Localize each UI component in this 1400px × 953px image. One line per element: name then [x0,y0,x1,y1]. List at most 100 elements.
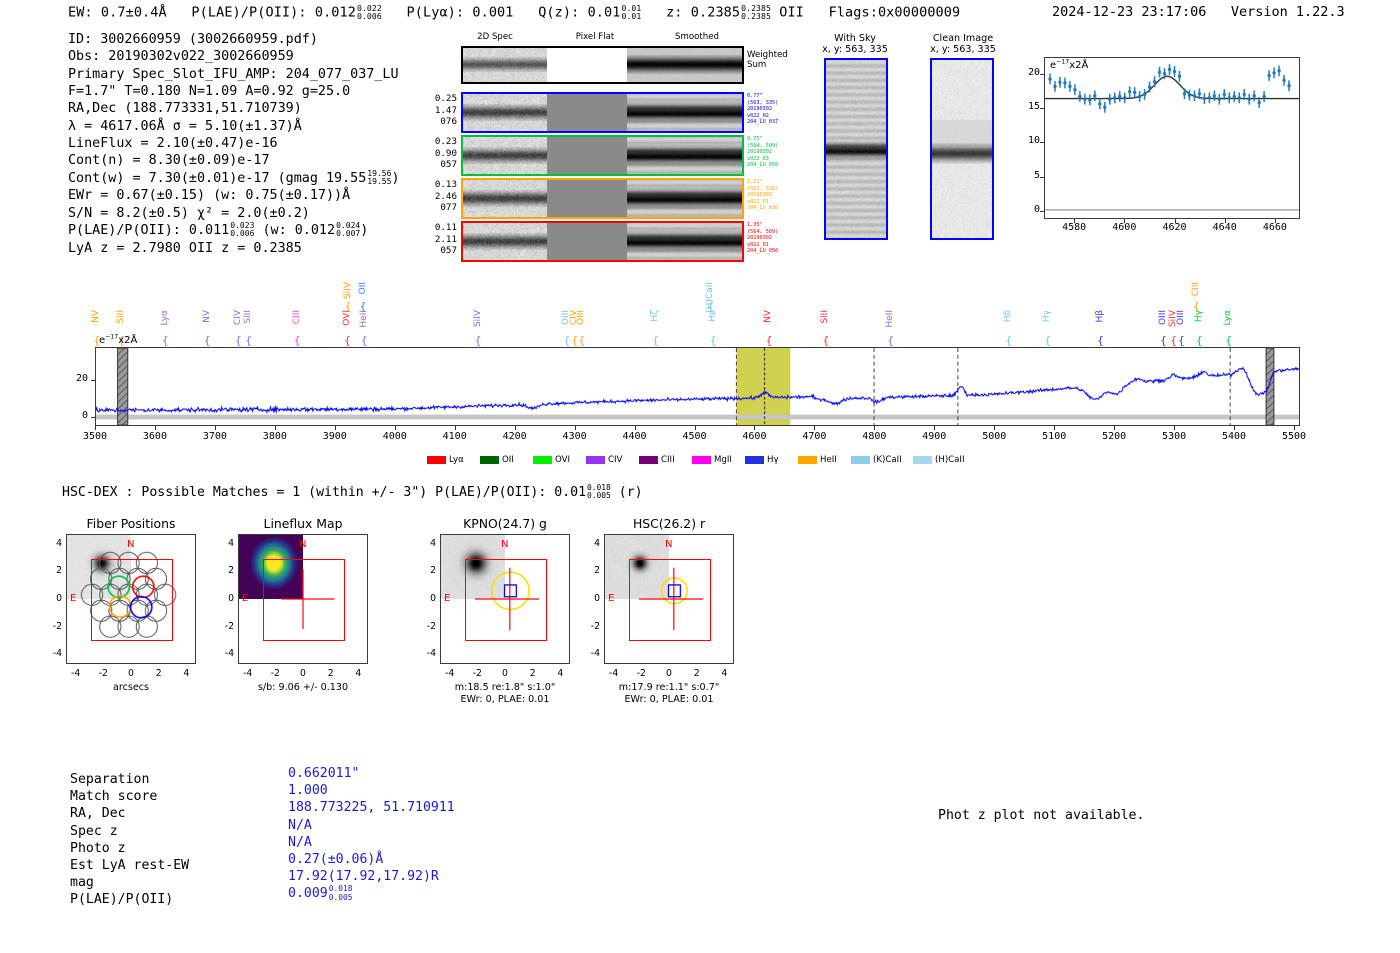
match-table-value: 17.92(17.92,17.92)R [288,869,439,885]
photz-note: Phot z plot not available. [938,808,1145,823]
emission-line-brace: { [93,334,101,347]
fiber-smoothed-3 [627,180,742,217]
thumbnail-ytick: -2 [426,620,436,632]
thumbnail-subtext: m:17.9 re:1.1" s:0.7" [618,682,720,693]
emission-line-brace: { [1005,334,1013,347]
thumbnail-image-1 [67,535,195,663]
thumbnail-ytick: 2 [430,565,436,577]
thumbnail-ytick: 0 [594,593,600,604]
thumbnail-xtick: 4 [355,668,362,679]
spectrum-xtick: 4600 [742,431,767,442]
spectrum-xtick: 4400 [622,431,647,442]
fiber-right-labels-1: 0.77" (563, 335) 20190302 v022_02 204_LU_037 [747,93,778,126]
legend-swatch [480,456,499,464]
spectrum-xtick-mark [634,426,636,430]
line-fit-ytick: 10 [1027,135,1040,147]
emission-line-brace: { [117,334,125,347]
thumbnail-xtick: -4 [71,668,81,679]
emission-line-label: SiII [115,310,126,324]
line-fit-ytick: 15 [1027,101,1040,113]
legend-label: HeII [820,455,837,465]
source-info-block: ID: 3002660959 (3002660959.pdf) Obs: 201… [68,31,400,257]
fiber-right-label: 204_LU_036 [747,205,779,212]
line-fit-xtick-mark [1074,219,1076,223]
thumbnail-title-3: KPNO(24.7) g [463,516,547,531]
spectrum-xtick-mark [874,426,876,430]
emission-line-label: Lyα [1223,310,1234,326]
emission-line-brace: { [1225,334,1233,347]
spectrum-xtick-mark [1234,426,1236,430]
compass-east: E [242,593,249,604]
match-table-label: Photo z [70,840,126,856]
fiber-left-label: 2.46 [434,190,457,202]
thumbnail-ytick: -4 [224,648,234,660]
fiber-right-label: 20190302 [747,106,772,113]
emission-line-brace: { [1192,300,1200,313]
legend-item: HeII [798,455,837,465]
line-fit-xtick-mark [1224,219,1226,223]
fiber-right-label: (563, 335) [747,99,779,106]
thumbnail-ytick: 4 [594,537,600,549]
line-fit-plot-frame: e−17x2Å [1044,57,1300,219]
spectrum-xtick: 4200 [502,431,527,442]
spectrum-plot-frame: e−17x2Å [95,334,1300,426]
fiber-right-label: 0.77" [747,93,763,99]
match-table-label: Spec z [70,823,118,839]
emission-line-brace: { [707,300,715,313]
thumbnail-ytick: -4 [426,648,436,660]
thumbnail-xtick: -2 [98,668,108,679]
header-qz: Q(z): 0.01 [538,4,621,21]
col-header-pixelflat: Pixel Flat [575,32,615,42]
red-box-overlay [628,558,712,642]
hsc-dex-summary: HSC-DEX : Possible Matches = 1 (within +… [62,483,643,500]
match-table-label: RA, Dec [70,806,126,822]
spectrum-units-annotation: e−17x2Å [99,333,138,346]
version-label: Version 1.22.3 [1230,4,1345,20]
legend-label: (K)CaII [873,455,902,465]
emission-line-label: SiII [243,310,254,324]
spectrum-ytick: 0 [81,409,88,421]
spectrum-xtick-mark [394,426,396,430]
legend-item: OVI [533,455,570,465]
emission-line-label: NV [91,310,102,323]
info-id: ID: 3002660959 (3002660959.pdf) [68,32,318,47]
emission-line-label: HeII [885,310,896,328]
thumbnail-subtext2: EWr: 0, PLAE: 0.01 [460,694,550,705]
spectrum-xtick: 3600 [142,431,167,442]
fiber-left-label: 0.13 [434,179,457,190]
line-fit-xtick-mark [1274,219,1276,223]
emission-line-brace: { [245,334,253,347]
timestamp: 2024-12-23 23:17:06 [1052,4,1207,20]
fiber-left-labels-3: 0.13 2.46 077 [413,179,457,214]
spectrum-xtick-mark [214,426,216,430]
header-z: z: 0.2385 [666,4,741,21]
spectrum-xtick-mark [574,426,576,430]
clean-image-title: Clean Image x, y: 563, 335 [930,33,996,56]
spectrum-xtick: 5100 [1042,431,1067,442]
fiber-2dspec-3 [463,180,547,217]
legend-swatch [639,456,658,464]
fiber-left-labels-1: 0.25 1.47 076 [413,93,457,128]
legend-item: CIV [586,455,622,465]
match-table-plae-errors: 0.018 0.005 [328,884,353,902]
spectrum-xtick: 4900 [922,431,947,442]
emission-line-label: Hζ [650,310,661,322]
info-ewr: EWr = 0.67(±0.15) (w: 0.75(±0.17))Å [68,188,351,204]
spectrum-ytick-mark [91,380,95,382]
emission-line-brace: { [360,334,368,347]
emission-line-label: SiII [820,310,831,324]
legend-item: CIII [639,455,675,465]
fiber-left-label: 0.25 [434,93,457,104]
spectrum-xtick-mark [274,426,276,430]
compass-east: E [70,593,77,604]
legend-label: OII [502,455,514,465]
emission-line-label: OIII [1157,310,1168,326]
fiber-right-label: 204_LU_056 [747,248,779,255]
thumbnail-ytick: 2 [228,565,234,577]
legend-label: MgII [714,455,732,465]
thumbnail-image-3 [441,535,569,663]
